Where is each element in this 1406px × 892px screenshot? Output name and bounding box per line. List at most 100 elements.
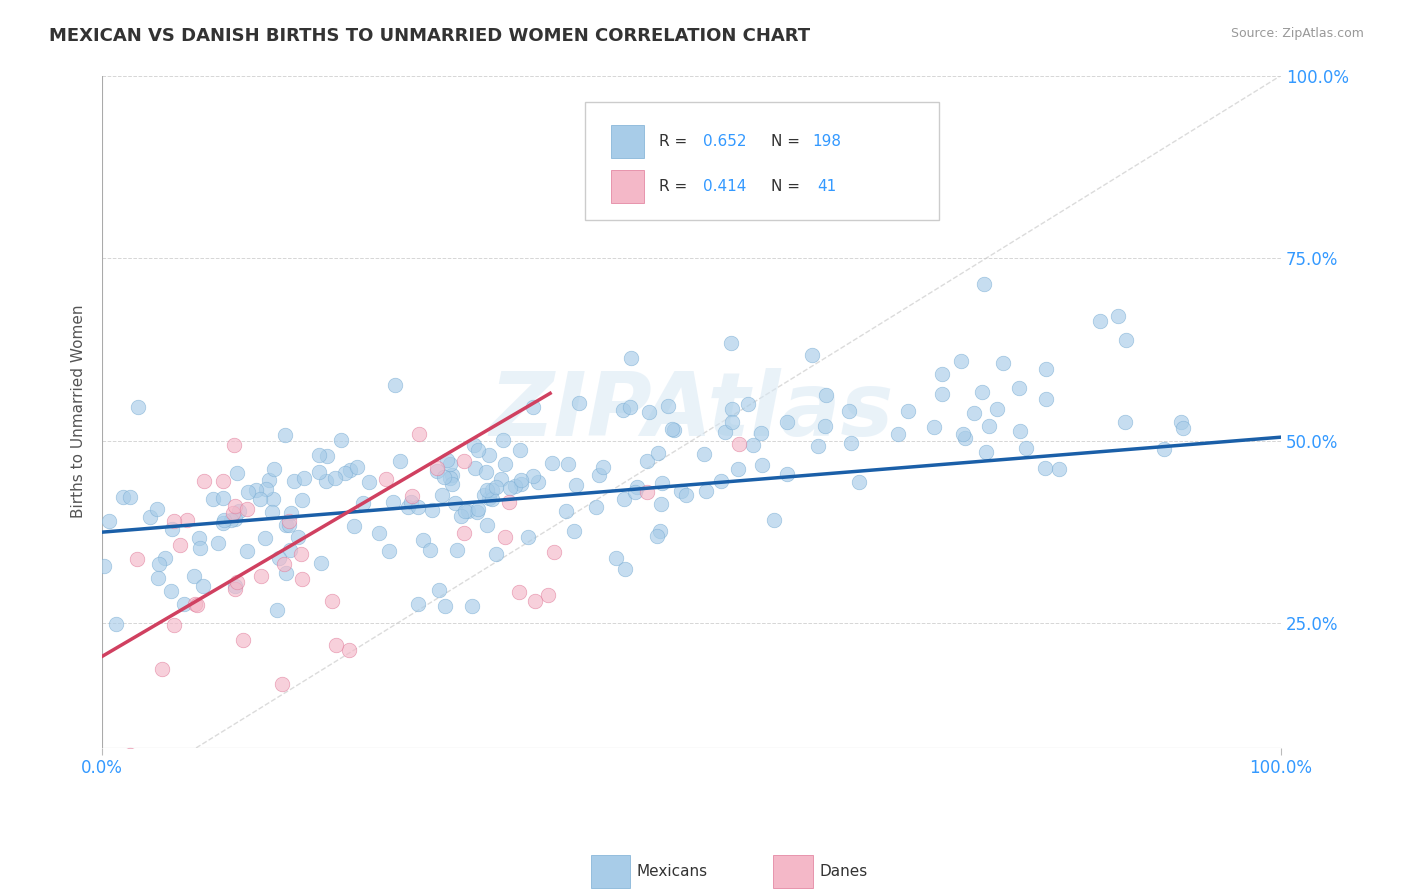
Point (839, 436, 862, 450)
Point (651, 476, 673, 491)
Point (254, 482, 277, 496)
Point (484, 548, 506, 562)
Point (183, 568, 205, 582)
Point (624, 485, 647, 500)
Point (274, 566, 297, 581)
Point (111, 490, 134, 504)
Point (378, 544, 401, 558)
Point (814, 419, 837, 434)
Point (399, 494, 422, 508)
Point (212, 516, 235, 530)
Point (1114, 416, 1136, 430)
Point (291, 572, 314, 586)
Point (262, 491, 284, 506)
Point (155, 551, 177, 566)
Point (148, 557, 170, 571)
Point (807, 439, 830, 453)
Point (979, 418, 1001, 433)
Point (315, 474, 337, 488)
Point (848, 475, 870, 489)
Point (384, 378, 406, 392)
Point (436, 452, 458, 467)
Point (814, 388, 837, 402)
Point (991, 356, 1014, 370)
Point (311, 556, 333, 570)
Text: ZIPAtlas: ZIPAtlas (489, 368, 894, 455)
Point (118, 747, 141, 762)
Point (657, 399, 679, 413)
Point (183, 597, 205, 611)
Point (481, 492, 503, 507)
Point (291, 493, 314, 508)
Point (118, 490, 141, 504)
Point (283, 475, 305, 489)
Point (475, 518, 498, 533)
Point (955, 431, 977, 445)
Point (160, 584, 183, 599)
Y-axis label: Births to Unmarried Women: Births to Unmarried Women (72, 305, 86, 518)
Point (139, 509, 162, 524)
Point (721, 402, 744, 417)
Point (280, 506, 302, 520)
Point (1107, 309, 1129, 323)
Text: Mexicans: Mexicans (637, 864, 709, 879)
Point (478, 491, 501, 505)
Point (186, 599, 208, 613)
Text: Danes: Danes (820, 864, 868, 879)
Point (163, 514, 186, 528)
Point (727, 462, 749, 476)
Point (433, 469, 456, 483)
Point (337, 643, 360, 657)
Point (446, 542, 468, 557)
Point (645, 529, 668, 543)
Point (472, 488, 495, 502)
Text: R =: R = (658, 134, 692, 149)
Point (266, 603, 288, 617)
Point (509, 442, 531, 457)
Point (235, 544, 257, 558)
Point (619, 400, 641, 414)
Point (737, 397, 759, 411)
Point (457, 503, 479, 517)
Point (664, 423, 686, 437)
Point (931, 387, 953, 401)
Text: 41: 41 (818, 179, 837, 194)
Point (751, 426, 773, 441)
Point (146, 571, 169, 585)
Point (389, 453, 412, 467)
Point (517, 530, 540, 544)
Point (974, 445, 997, 459)
Point (510, 477, 533, 491)
Point (429, 582, 451, 597)
Point (225, 467, 247, 481)
Point (228, 504, 250, 518)
Point (224, 438, 246, 452)
Point (485, 480, 508, 494)
Point (308, 466, 330, 480)
Point (263, 462, 285, 476)
Point (308, 448, 330, 462)
Text: 198: 198 (811, 134, 841, 149)
Point (439, 457, 461, 471)
Point (453, 504, 475, 518)
Point (775, 467, 797, 481)
Point (463, 437, 485, 451)
Point (720, 336, 742, 351)
Point (1115, 333, 1137, 347)
Point (274, 517, 297, 532)
Point (669, 484, 692, 499)
Point (636, 454, 658, 468)
Point (695, 484, 717, 499)
Point (568, 396, 591, 410)
Point (1035, 392, 1057, 406)
Point (419, 543, 441, 558)
Point (125, 552, 148, 566)
Point (219, 513, 242, 527)
Point (751, 458, 773, 472)
Point (430, 488, 453, 502)
Point (636, 484, 658, 499)
Point (508, 585, 530, 599)
Point (98, 514, 121, 528)
Bar (773, 855, 813, 888)
Point (245, 483, 267, 497)
